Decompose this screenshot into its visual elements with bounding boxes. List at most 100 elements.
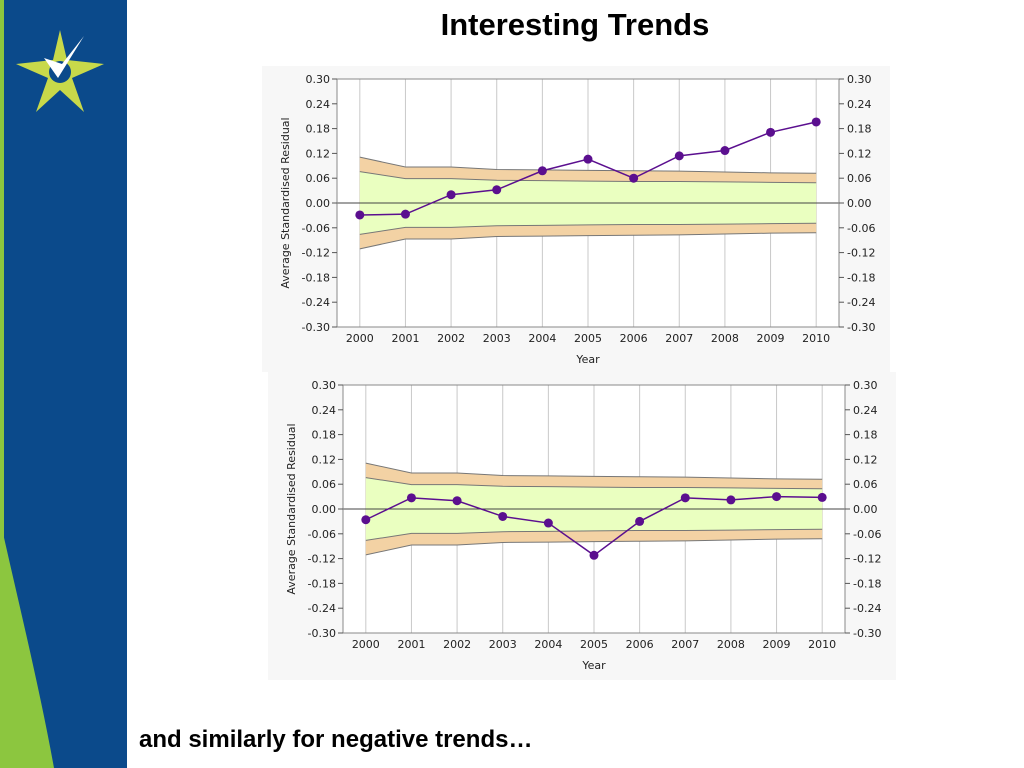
y-tick-label-right: -0.24 (853, 602, 881, 615)
x-tick-label: 2000 (352, 638, 380, 651)
y-tick-label-left: 0.00 (312, 503, 337, 516)
data-point (452, 496, 462, 506)
x-tick-label: 2000 (346, 332, 374, 345)
y-tick-label-right: 0.24 (853, 404, 878, 417)
y-tick-label-right: 0.24 (847, 98, 872, 111)
control-band-edge (359, 156, 817, 174)
data-point (498, 511, 508, 521)
sidebar-green-stripe (0, 0, 4, 768)
y-tick-label-left: 0.18 (306, 123, 331, 136)
y-tick-label-right: 0.00 (847, 197, 872, 210)
y-tick-label-left: 0.24 (306, 98, 331, 111)
y-tick-label-left: 0.06 (306, 172, 331, 185)
y-tick-label-right: 0.18 (853, 429, 878, 442)
data-point (772, 492, 782, 502)
y-tick-label-left: -0.24 (308, 602, 336, 615)
x-tick-label: 2006 (620, 332, 648, 345)
x-tick-label: 2002 (437, 332, 465, 345)
x-tick-label: 2003 (483, 332, 511, 345)
control-band-edge (365, 528, 823, 541)
x-tick-label: 2009 (757, 332, 785, 345)
data-point (492, 185, 502, 195)
chart-svg-positive-trend: 0.30 0.30 0.24 0.24 0.18 0.18 0.12 0.12 0.06 0.06… (279, 73, 875, 366)
x-tick-label: 2005 (574, 332, 602, 345)
x-tick-label: 2006 (626, 638, 654, 651)
y-tick-label-left: -0.06 (302, 222, 330, 235)
y-tick-label-right: -0.06 (847, 222, 875, 235)
x-tick-label: 2004 (528, 332, 556, 345)
x-tick-label: 2010 (808, 638, 836, 651)
y-axis-label: Average Standardised Residual (285, 423, 298, 594)
sidebar-green-swoosh (0, 520, 54, 768)
y-tick-label-left: 0.12 (312, 453, 337, 466)
y-tick-label-right: -0.12 (853, 553, 881, 566)
y-tick-label-left: -0.18 (302, 271, 330, 284)
y-tick-label-right: -0.18 (853, 577, 881, 590)
y-tick-label-left: -0.12 (302, 247, 330, 260)
x-tick-label: 2003 (489, 638, 517, 651)
logo-check-icon (44, 36, 84, 78)
data-point (589, 550, 599, 560)
data-point (766, 127, 776, 137)
y-tick-label-left: 0.12 (306, 147, 331, 160)
x-tick-label: 2008 (711, 332, 739, 345)
y-tick-label-left: -0.12 (308, 553, 336, 566)
control-band-edge (359, 171, 817, 184)
x-axis-label: Year (575, 353, 600, 366)
x-tick-label: 2005 (580, 638, 608, 651)
data-point (583, 154, 593, 164)
y-tick-label-right: 0.30 (853, 379, 878, 392)
x-tick-label: 2001 (397, 638, 425, 651)
x-tick-label: 2008 (717, 638, 745, 651)
x-axis-label: Year (581, 659, 606, 672)
y-tick-label-left: 0.00 (306, 197, 331, 210)
y-tick-label-right: 0.12 (853, 453, 878, 466)
data-point (537, 166, 547, 176)
data-point (355, 210, 365, 220)
data-point (680, 493, 690, 503)
y-tick-label-left: 0.30 (312, 379, 337, 392)
y-tick-label-right: 0.30 (847, 73, 872, 86)
y-tick-label-right: -0.24 (847, 296, 875, 309)
y-tick-label-left: -0.24 (302, 296, 330, 309)
y-tick-label-left: 0.24 (312, 404, 337, 417)
data-point (726, 495, 736, 505)
y-tick-label-left: 0.06 (312, 478, 337, 491)
data-point (674, 151, 684, 161)
data-point (446, 190, 456, 200)
control-band-edge (365, 477, 823, 490)
y-tick-label-right: 0.18 (847, 123, 872, 136)
sidebar-decoration (0, 0, 127, 768)
y-tick-label-left: 0.18 (312, 429, 337, 442)
control-band-edge (365, 462, 823, 480)
y-tick-label-right: 0.00 (853, 503, 878, 516)
control-band-edge (365, 538, 823, 556)
data-point (406, 493, 416, 503)
chart-mixed-trend: 0.30 0.30 0.24 0.24 0.18 0.18 0.12 0.12 0.06 0.06… (268, 372, 896, 680)
data-point (817, 492, 827, 502)
data-point (361, 515, 371, 525)
y-tick-label-left: 0.30 (306, 73, 331, 86)
x-tick-label: 2002 (443, 638, 471, 651)
y-tick-label-right: 0.06 (853, 478, 878, 491)
control-band-edge (359, 222, 817, 235)
data-point (400, 209, 410, 219)
chart-svg-mixed-trend: 0.30 0.30 0.24 0.24 0.18 0.18 0.12 0.12 0.06 0.06… (285, 379, 881, 672)
slide-title: Interesting Trends (440, 7, 710, 42)
slide-footer: and similarly for negative trends… (139, 726, 533, 753)
chart-positive-trend: 0.30 0.30 0.24 0.24 0.18 0.18 0.12 0.12 0.06 0.06… (262, 66, 890, 372)
y-tick-label-right: -0.30 (847, 321, 875, 334)
y-axis-label: Average Standardised Residual (279, 117, 292, 288)
x-tick-label: 2010 (802, 332, 830, 345)
x-tick-label: 2001 (391, 332, 419, 345)
y-tick-label-right: -0.12 (847, 247, 875, 260)
y-tick-label-right: -0.30 (853, 627, 881, 640)
x-tick-label: 2009 (763, 638, 791, 651)
data-point (811, 117, 821, 127)
x-tick-label: 2007 (671, 638, 699, 651)
y-tick-label-right: -0.18 (847, 271, 875, 284)
data-point (543, 518, 553, 528)
y-tick-label-left: -0.06 (308, 528, 336, 541)
data-point (720, 146, 730, 156)
y-tick-label-left: -0.18 (308, 577, 336, 590)
